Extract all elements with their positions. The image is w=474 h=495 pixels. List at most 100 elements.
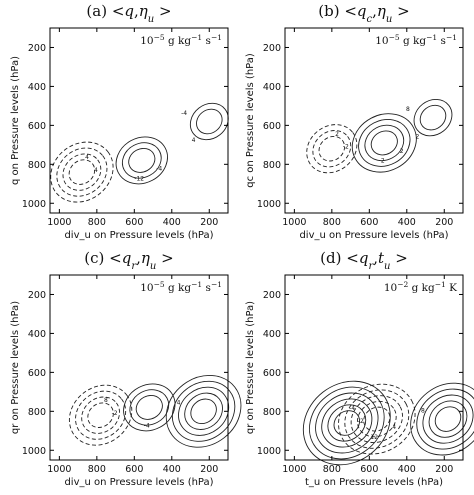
contour-label: 4 [177, 400, 181, 407]
positive-contour [358, 119, 411, 167]
contour-label: -2 [343, 144, 349, 151]
contour-group [306, 98, 453, 174]
x-tick-label: 1000 [282, 217, 306, 228]
y-tick-label: 600 [263, 368, 281, 379]
x-tick-label: 400 [398, 464, 416, 475]
y-tick-label: 800 [263, 407, 281, 418]
plot-frame [284, 274, 464, 461]
contour-label: 8 [406, 106, 410, 113]
positive-contour [422, 394, 474, 444]
x-tick-label: 400 [398, 217, 416, 228]
contour-label: -12 [134, 175, 144, 182]
y-tick-label: 400 [28, 329, 46, 340]
y-tick-label: 1000 [22, 446, 46, 457]
x-tick-label: 1000 [282, 464, 306, 475]
positive-contour [189, 102, 229, 141]
negative-contour [68, 384, 133, 446]
positive-contour [128, 147, 156, 173]
x-tick-label: 600 [360, 464, 378, 475]
negative-contour [306, 124, 358, 174]
contour-label: 2 [335, 131, 339, 138]
panel-c: (c) <qr,ηu > 10−5 g kg−1 s−1 -2 -4 4 8 1000 800… [10, 249, 242, 488]
positive-contour [115, 136, 168, 185]
contour-label: -2 [379, 158, 385, 165]
y-tick-label: 200 [263, 290, 281, 301]
y-tick-label: 400 [263, 82, 281, 93]
y-tick-label: 1000 [257, 446, 281, 457]
y-tick-label: 800 [28, 160, 46, 171]
negative-contour [318, 135, 346, 162]
positive-contour [121, 142, 162, 179]
positive-contour [410, 382, 474, 456]
x-tick-label: 800 [323, 464, 341, 475]
panel-d: (d) <qr,tu > 10−2 g kg−1 K -2 12 8 -4 4 1000 800… [245, 249, 474, 488]
contour-label: -2 [112, 410, 118, 417]
positive-contour [165, 374, 242, 448]
y-tick-label: 200 [263, 43, 281, 54]
contour-label: -4 [349, 405, 355, 412]
contour-group [302, 380, 474, 466]
y-axis-label: qr on Pressure levels (hPa) [245, 301, 256, 434]
panel-title: (a) <q,ηu > [86, 2, 171, 25]
positive-contour [135, 394, 163, 420]
negative-contour [312, 130, 352, 168]
plot-frame [49, 274, 229, 461]
x-tick-label: 1000 [47, 217, 71, 228]
y-axis-label: q on Pressure levels (hPa) [10, 56, 21, 185]
x-tick-label: 800 [323, 217, 341, 228]
contour-label: -4 [156, 165, 162, 172]
contour-label: 2 [400, 148, 404, 155]
positive-contour [123, 383, 176, 432]
positive-contour [315, 392, 379, 454]
plot-frame [284, 27, 464, 214]
x-tick-label: 400 [163, 464, 181, 475]
negative-contour [363, 406, 391, 432]
x-tick-label: 600 [360, 217, 378, 228]
negative-contour [50, 141, 114, 203]
contour-label: 4 [85, 154, 89, 161]
positive-contour [309, 386, 385, 460]
negative-contour [350, 395, 403, 443]
negative-contour [68, 159, 96, 185]
positive-contour [413, 98, 453, 137]
contour-label: -4 [181, 110, 187, 117]
positive-contour [184, 392, 223, 430]
contour-label: 2 [415, 133, 419, 140]
positive-contour [351, 113, 417, 173]
y-tick-label: 800 [28, 407, 46, 418]
negative-contour [344, 389, 410, 449]
contour-label: -4 [144, 422, 150, 429]
y-tick-label: 1000 [257, 199, 281, 210]
positive-contour [171, 380, 236, 442]
units-label: 10−5 g kg−1 s−1 [375, 33, 457, 48]
y-tick-label: 400 [263, 329, 281, 340]
positive-contour [419, 104, 447, 131]
y-tick-label: 200 [28, 43, 46, 54]
negative-contour [56, 147, 108, 197]
negative-contour [87, 402, 114, 428]
negative-contour [81, 396, 120, 434]
contour-group [68, 374, 242, 448]
y-axis-label: qc on Pressure levels (hPa) [245, 53, 256, 188]
x-tick-label: 600 [125, 464, 143, 475]
contour-label: 4 [94, 167, 98, 174]
contour-label: 8 [421, 408, 425, 415]
y-tick-label: 600 [28, 121, 46, 132]
negative-contour [338, 383, 416, 455]
contour-label: 4 [192, 137, 196, 144]
x-tick-label: 1000 [47, 464, 71, 475]
x-tick-label: 200 [435, 217, 453, 228]
x-tick-label: 800 [88, 464, 106, 475]
y-tick-label: 600 [28, 368, 46, 379]
panel-title: (c) <qr,ηu > [84, 249, 173, 272]
units-label: 10−5 g kg−1 s−1 [140, 33, 222, 48]
positive-contour [364, 124, 405, 162]
negative-contour [62, 153, 102, 191]
positive-contour [416, 388, 474, 450]
y-tick-label: 1000 [22, 199, 46, 210]
contour-group [50, 102, 229, 203]
panel-title: (b) <qc,ηu > [318, 2, 409, 25]
positive-contour [178, 386, 230, 436]
positive-contour [327, 404, 367, 442]
contour-label: 12 [370, 434, 378, 441]
